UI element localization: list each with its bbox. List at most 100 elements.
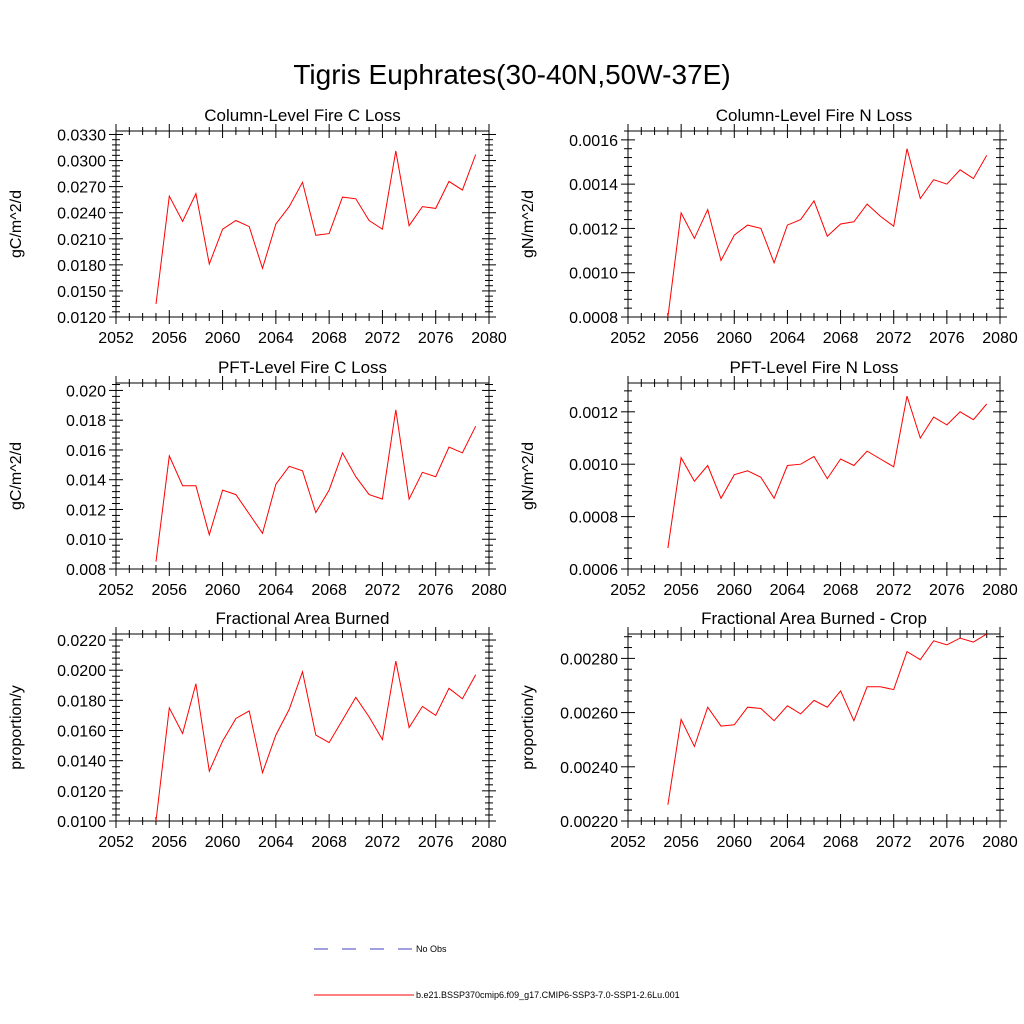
x-tick-label: 2068 [823, 834, 859, 851]
plot-frame [115, 633, 490, 822]
x-tick-label: 2076 [929, 330, 965, 347]
y-tick-label: 0.0210 [57, 232, 106, 249]
panel-title: Column-Level Fire N Loss [716, 106, 913, 125]
x-tick-label: 2056 [663, 582, 699, 599]
panel-title: Fractional Area Burned - Crop [701, 609, 927, 628]
y-tick-label: 0.0220 [57, 633, 106, 650]
legend-item-model-run: b.e21.BSSP370cmip6.f09_g17.CMIP6-SSP3-7.… [314, 990, 680, 1000]
x-tick-label: 2080 [471, 330, 507, 347]
y-axis-label: proportion/y [520, 685, 537, 770]
x-tick-label: 2072 [365, 582, 401, 599]
y-tick-label: 0.0140 [57, 754, 106, 771]
x-tick-label: 2060 [716, 834, 752, 851]
y-tick-label: 0.0008 [569, 310, 618, 327]
chart-panel: PFT-Level Fire N Loss gN/m^2/d 2052 2056 206… [520, 358, 1018, 599]
x-tick-label: 2064 [770, 582, 806, 599]
x-tick-label: 2072 [365, 834, 401, 851]
plot-frame [115, 130, 490, 318]
y-tick-label: 0.0200 [57, 663, 106, 680]
series-line [667, 395, 988, 549]
x-tick-label: 2060 [716, 330, 752, 347]
y-tick-label: 0.00280 [560, 651, 618, 668]
x-tick-label: 2052 [610, 834, 646, 851]
x-tick-label: 2076 [418, 330, 454, 347]
chart-panels: Column-Level Fire C Loss gC/m^2/d 2052 2056… [8, 106, 1018, 851]
y-tick-label: 0.0014 [569, 177, 618, 194]
panel-title: Fractional Area Burned [216, 609, 390, 628]
series-line [667, 633, 987, 805]
y-tick-label: 0.0012 [569, 221, 618, 238]
x-tick-label: 2060 [716, 582, 752, 599]
y-tick-label: 0.0120 [57, 310, 106, 327]
y-tick-label: 0.0008 [569, 510, 618, 527]
chart-panel: Column-Level Fire C Loss gC/m^2/d 2052 2056… [8, 106, 507, 347]
y-tick-label: 0.0160 [57, 724, 106, 741]
y-tick-label: 0.0100 [57, 814, 106, 831]
x-tick-label: 2052 [98, 834, 134, 851]
y-tick-label: 0.0180 [57, 693, 106, 710]
x-tick-label: 2060 [205, 834, 241, 851]
figure-title: Tigris Euphrates(30-40N,50W-37E) [293, 59, 730, 90]
series-line [155, 409, 477, 562]
x-tick-label: 2056 [151, 834, 187, 851]
x-tick-label: 2068 [311, 330, 347, 347]
x-tick-label: 2052 [610, 582, 646, 599]
x-tick-label: 2064 [770, 834, 806, 851]
x-tick-label: 2064 [258, 330, 294, 347]
x-tick-label: 2064 [258, 582, 294, 599]
y-tick-label: 0.012 [66, 502, 106, 519]
y-tick-label: 0.0270 [57, 180, 106, 197]
legend: No Obs b.e21.BSSP370cmip6.f09_g17.CMIP6-… [314, 944, 680, 1000]
x-tick-label: 2076 [929, 834, 965, 851]
x-tick-label: 2072 [876, 582, 912, 599]
series-line [155, 661, 477, 822]
panel-title: Column-Level Fire C Loss [204, 106, 401, 125]
chart-panel: Fractional Area Burned proportion/y 2052 20… [8, 609, 507, 851]
y-axis-label: proportion/y [8, 685, 25, 770]
y-axis-label: gN/m^2/d [520, 190, 537, 258]
y-tick-label: 0.00220 [560, 814, 618, 831]
x-tick-label: 2060 [205, 330, 241, 347]
x-tick-label: 2052 [98, 330, 134, 347]
x-tick-label: 2076 [929, 582, 965, 599]
y-tick-label: 0.00260 [560, 706, 618, 723]
x-tick-label: 2064 [258, 834, 294, 851]
series-line [667, 148, 988, 318]
x-tick-label: 2080 [471, 834, 507, 851]
y-tick-label: 0.0180 [57, 258, 106, 275]
x-tick-label: 2052 [98, 582, 134, 599]
y-tick-label: 0.020 [66, 383, 106, 400]
x-tick-label: 2072 [876, 330, 912, 347]
x-tick-label: 2072 [876, 834, 912, 851]
legend-item-no-obs: No Obs [314, 944, 447, 954]
x-tick-label: 2056 [663, 330, 699, 347]
x-tick-label: 2080 [982, 330, 1018, 347]
x-tick-label: 2056 [151, 330, 187, 347]
y-tick-label: 0.0012 [569, 405, 618, 422]
x-tick-label: 2076 [418, 834, 454, 851]
x-tick-label: 2080 [471, 582, 507, 599]
x-tick-label: 2080 [982, 582, 1018, 599]
y-tick-label: 0.016 [66, 443, 106, 460]
plot-frame [627, 633, 1001, 822]
y-tick-label: 0.014 [66, 473, 106, 490]
legend-label-model-run: b.e21.BSSP370cmip6.f09_g17.CMIP6-SSP3-7.… [416, 990, 680, 1000]
y-tick-label: 0.0300 [57, 154, 106, 171]
y-axis-label: gN/m^2/d [520, 442, 537, 510]
x-tick-label: 2076 [418, 582, 454, 599]
y-tick-label: 0.0150 [57, 284, 106, 301]
x-tick-label: 2068 [311, 582, 347, 599]
x-tick-label: 2060 [205, 582, 241, 599]
x-tick-label: 2056 [151, 582, 187, 599]
x-tick-label: 2072 [365, 330, 401, 347]
chart-panel: Fractional Area Burned - Crop proportion/… [520, 609, 1018, 851]
y-tick-label: 0.0010 [569, 457, 618, 474]
x-tick-label: 2068 [823, 330, 859, 347]
panel-title: PFT-Level Fire C Loss [218, 358, 387, 377]
panel-title: PFT-Level Fire N Loss [729, 358, 898, 377]
y-tick-label: 0.008 [66, 562, 106, 579]
y-tick-label: 0.0240 [57, 206, 106, 223]
y-tick-label: 0.0330 [57, 127, 106, 144]
y-tick-label: 0.0120 [57, 784, 106, 801]
